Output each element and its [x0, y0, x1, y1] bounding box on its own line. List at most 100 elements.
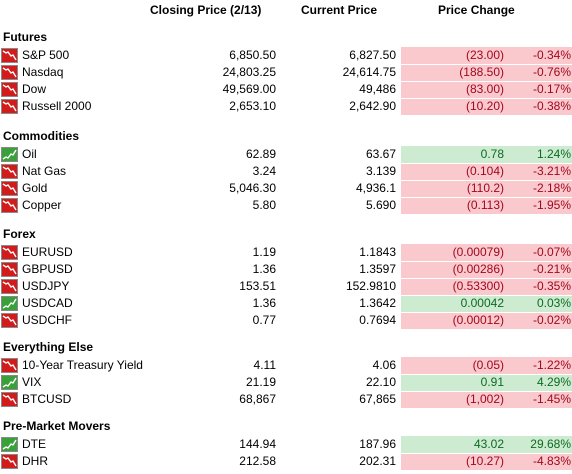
instrument-name: Russell 2000 — [22, 99, 92, 113]
trend-up-icon — [1, 437, 18, 452]
price-change-background — [401, 312, 572, 329]
table-row: Nat Gas 3.24 3.139 (0.104) -3.21% — [0, 163, 572, 180]
price-change-background — [401, 357, 572, 374]
price-change-percent-cell: -0.34% — [532, 48, 571, 62]
trend-up-icon — [1, 296, 18, 311]
price-change-cell: (0.53300) — [452, 279, 504, 293]
price-change-cell: (0.104) — [465, 164, 504, 178]
price-change-background — [401, 244, 572, 261]
table-row: 10-Year Treasury Yield 4.11 4.06 (0.05) -1.2… — [0, 357, 572, 374]
instrument-name: VIX — [22, 375, 42, 389]
closing-price-cell: 68,867 — [239, 392, 276, 406]
current-price-cell: 1.3597 — [359, 262, 396, 276]
price-change-cell: 0.00042 — [460, 296, 504, 310]
row-divider — [401, 81, 572, 82]
price-change-percent-cell: -1.45% — [532, 392, 571, 406]
instrument-name: S&P 500 — [22, 48, 70, 62]
closing-price-cell: 1.36 — [252, 262, 276, 276]
price-change-percent-cell: -0.38% — [532, 99, 571, 113]
closing-price-cell: 5.80 — [252, 198, 276, 212]
section-title: Commodities — [3, 129, 80, 143]
row-divider — [401, 453, 572, 454]
closing-price-cell: 4.11 — [253, 358, 276, 372]
trend-down-icon — [1, 181, 18, 196]
current-price-cell: 22.10 — [365, 375, 396, 389]
trend-down-icon — [1, 262, 18, 277]
current-price-cell: 0.7694 — [359, 313, 396, 327]
row-divider — [401, 180, 572, 181]
closing-price-cell: 3.24 — [252, 164, 276, 178]
trend-down-icon — [1, 358, 18, 373]
table-row: USDCAD 1.36 1.3642 0.00042 0.03% — [0, 295, 572, 312]
price-change-background — [401, 391, 572, 408]
price-change-percent-cell: -0.35% — [532, 279, 571, 293]
current-price-cell: 5.690 — [365, 198, 396, 212]
price-change-percent-cell: 1.24% — [536, 147, 571, 161]
header-current-price: Current Price — [301, 3, 378, 17]
price-change-background — [401, 295, 572, 312]
instrument-name: Nasdaq — [22, 65, 64, 79]
instrument-name: Dow — [22, 82, 47, 96]
closing-price-cell: 212.58 — [239, 454, 276, 468]
table-row: DTE 144.94 187.96 43.02 29.68% — [0, 436, 572, 453]
price-change-percent-cell: -2.18% — [532, 181, 571, 195]
price-change-cell: (0.00286) — [452, 262, 504, 276]
price-change-background — [401, 278, 572, 295]
current-price-cell: 152.9810 — [345, 279, 396, 293]
price-change-background — [401, 47, 572, 64]
price-change-cell: 0.91 — [480, 375, 504, 389]
header-closing-price: Closing Price (2/13) — [150, 3, 262, 17]
table-row: USDJPY 153.51 152.9810 (0.53300) -0.35% — [0, 278, 572, 295]
current-price-cell: 202.31 — [359, 454, 396, 468]
current-price-cell: 67,865 — [359, 392, 396, 406]
closing-price-cell: 24,803.25 — [222, 65, 276, 79]
trend-down-icon — [1, 48, 18, 63]
table-row: USDCHF 0.77 0.7694 (0.00012) -0.02% — [0, 312, 572, 329]
row-divider — [401, 163, 572, 164]
trend-up-icon — [1, 375, 18, 390]
section-title: Everything Else — [3, 340, 94, 354]
price-change-cell: (1,002) — [465, 392, 504, 406]
table-row: GBPUSD 1.36 1.3597 (0.00286) -0.21% — [0, 261, 572, 278]
closing-price-cell: 153.51 — [239, 279, 276, 293]
price-change-cell: (0.00079) — [452, 245, 504, 259]
row-divider — [401, 295, 572, 296]
table-row: Gold 5,046.30 4,936.1 (110.2) -2.18% — [0, 180, 572, 197]
price-change-cell: (10.20) — [465, 99, 504, 113]
current-price-cell: 2,642.90 — [349, 99, 396, 113]
instrument-name: EURUSD — [22, 245, 73, 259]
price-change-cell: (188.50) — [459, 65, 504, 79]
row-divider — [401, 312, 572, 313]
row-divider — [401, 261, 572, 262]
closing-price-cell: 2,653.10 — [229, 99, 276, 113]
table-row: Nasdaq 24,803.25 24,614.75 (188.50) -0.76% — [0, 64, 572, 81]
price-change-cell: (0.113) — [466, 198, 504, 212]
trend-down-icon — [1, 164, 18, 179]
price-change-percent-cell: -0.07% — [532, 245, 571, 259]
table-row: BTCUSD 68,867 67,865 (1,002) -1.45% — [0, 391, 572, 408]
trend-down-icon — [1, 313, 18, 328]
price-change-background — [401, 180, 572, 197]
row-divider — [401, 391, 572, 392]
closing-price-cell: 0.77 — [252, 313, 276, 327]
table-row: DHR 212.58 202.31 (10.27) -4.83% — [0, 453, 572, 470]
current-price-cell: 187.96 — [359, 437, 396, 451]
price-change-percent-cell: 0.03% — [536, 296, 571, 310]
price-change-percent-cell: -1.22% — [532, 358, 571, 372]
price-change-cell: (110.2) — [466, 181, 504, 195]
current-price-cell: 1.1843 — [359, 245, 396, 259]
closing-price-cell: 49,569.00 — [222, 82, 276, 96]
instrument-name: BTCUSD — [22, 392, 72, 406]
price-change-background — [401, 81, 572, 98]
instrument-name: USDCHF — [22, 313, 72, 327]
price-change-percent-cell: -4.83% — [532, 454, 571, 468]
closing-price-cell: 5,046.30 — [229, 181, 276, 195]
current-price-cell: 63.67 — [365, 147, 396, 161]
instrument-name: USDCAD — [22, 296, 73, 310]
row-divider — [401, 278, 572, 279]
current-price-cell: 6,827.50 — [349, 48, 396, 62]
price-change-background — [401, 261, 572, 278]
current-price-cell: 24,614.75 — [342, 65, 396, 79]
closing-price-cell: 6,850.50 — [229, 48, 276, 62]
